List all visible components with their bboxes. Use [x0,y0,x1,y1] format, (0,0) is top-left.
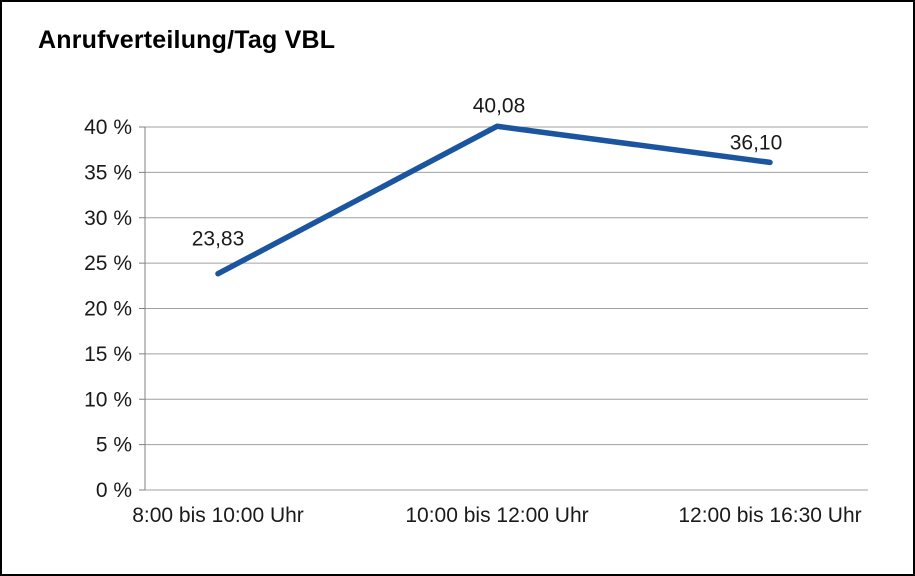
y-tick-label: 30 % [84,207,132,230]
chart-title: Anrufverteilung/Tag VBL [38,26,336,54]
data-line [215,123,773,277]
data-label: 23,83 [192,228,245,251]
y-tick-label: 0 % [96,479,132,502]
x-tick-label: 12:00 bis 16:30 Uhr [678,504,861,527]
y-tick-label: 10 % [84,388,132,411]
data-label: 40,08 [473,94,526,117]
y-tick-label: 40 % [84,116,132,139]
y-tick-label: 25 % [84,252,132,275]
y-tick-label: 35 % [84,161,132,184]
y-tick-label: 20 % [84,298,132,321]
y-tick-label: 15 % [84,343,132,366]
x-tick-label: 8:00 bis 10:00 Uhr [132,504,304,527]
x-tick-label: 10:00 bis 12:00 Uhr [405,504,588,527]
y-tick-label: 5 % [96,434,132,457]
data-label: 36,10 [730,131,783,154]
